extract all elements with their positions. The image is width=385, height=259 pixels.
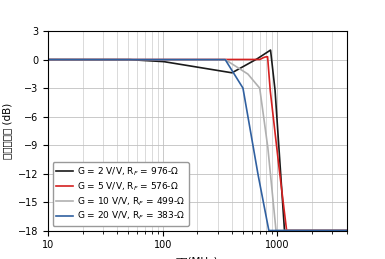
G = 20 V/V, R_F = 383-Ω: [344, 229, 349, 232]
G = 10 V/V, R_F = 499-Ω: [100, 58, 105, 61]
G = 2 V/V, R_F = 976-Ω: [100, 58, 105, 61]
G = 5 V/V, R_F = 576-Ω: [291, 229, 296, 232]
G = 20 V/V, R_F = 383-Ω: [291, 229, 296, 232]
G = 10 V/V, R_F = 499-Ω: [268, 176, 273, 179]
G = 5 V/V, R_F = 576-Ω: [284, 229, 289, 232]
G = 20 V/V, R_F = 383-Ω: [240, 85, 244, 88]
Line: G = 10 V/V, R_F = 499-Ω: G = 10 V/V, R_F = 499-Ω: [48, 60, 346, 231]
G = 5 V/V, R_F = 576-Ω: [265, 55, 270, 58]
G = 2 V/V, R_F = 976-Ω: [291, 229, 296, 232]
Line: G = 20 V/V, R_F = 383-Ω: G = 20 V/V, R_F = 383-Ω: [48, 60, 346, 231]
G = 2 V/V, R_F = 976-Ω: [268, 51, 273, 54]
G = 20 V/V, R_F = 383-Ω: [266, 229, 271, 232]
G = 2 V/V, R_F = 976-Ω: [46, 58, 50, 61]
G = 10 V/V, R_F = 499-Ω: [274, 229, 278, 232]
G = 20 V/V, R_F = 383-Ω: [268, 229, 273, 232]
G = 5 V/V, R_F = 576-Ω: [100, 58, 105, 61]
G = 10 V/V, R_F = 499-Ω: [225, 59, 229, 62]
G = 20 V/V, R_F = 383-Ω: [46, 58, 50, 61]
G = 10 V/V, R_F = 499-Ω: [240, 69, 244, 72]
X-axis label: 频率(MHz): 频率(MHz): [176, 256, 219, 259]
G = 2 V/V, R_F = 976-Ω: [344, 229, 349, 232]
G = 10 V/V, R_F = 499-Ω: [160, 58, 164, 61]
G = 10 V/V, R_F = 499-Ω: [46, 58, 50, 61]
G = 5 V/V, R_F = 576-Ω: [160, 58, 164, 61]
G = 10 V/V, R_F = 499-Ω: [291, 229, 296, 232]
G = 5 V/V, R_F = 576-Ω: [46, 58, 50, 61]
Line: G = 5 V/V, R_F = 576-Ω: G = 5 V/V, R_F = 576-Ω: [48, 57, 346, 231]
G = 2 V/V, R_F = 976-Ω: [268, 48, 273, 52]
G = 10 V/V, R_F = 499-Ω: [344, 229, 349, 232]
Line: G = 2 V/V, R_F = 976-Ω: G = 2 V/V, R_F = 976-Ω: [48, 50, 346, 231]
G = 2 V/V, R_F = 976-Ω: [225, 70, 229, 74]
G = 5 V/V, R_F = 576-Ω: [240, 58, 244, 61]
G = 5 V/V, R_F = 576-Ω: [344, 229, 349, 232]
G = 2 V/V, R_F = 976-Ω: [160, 60, 164, 63]
G = 5 V/V, R_F = 576-Ω: [225, 58, 229, 61]
G = 20 V/V, R_F = 383-Ω: [160, 58, 164, 61]
G = 2 V/V, R_F = 976-Ω: [240, 66, 244, 69]
G = 2 V/V, R_F = 976-Ω: [282, 229, 287, 232]
G = 20 V/V, R_F = 383-Ω: [100, 58, 105, 61]
G = 5 V/V, R_F = 576-Ω: [268, 94, 273, 97]
Y-axis label: 归一化增益 (dB): 归一化增益 (dB): [2, 103, 12, 159]
G = 20 V/V, R_F = 383-Ω: [225, 61, 229, 64]
Legend: G = 2 V/V, R$_F$ = 976-Ω, G = 5 V/V, R$_F$ = 576-Ω, G = 10 V/V, R$_F$ = 499-Ω, G: G = 2 V/V, R$_F$ = 976-Ω, G = 5 V/V, R$_…: [53, 162, 189, 226]
